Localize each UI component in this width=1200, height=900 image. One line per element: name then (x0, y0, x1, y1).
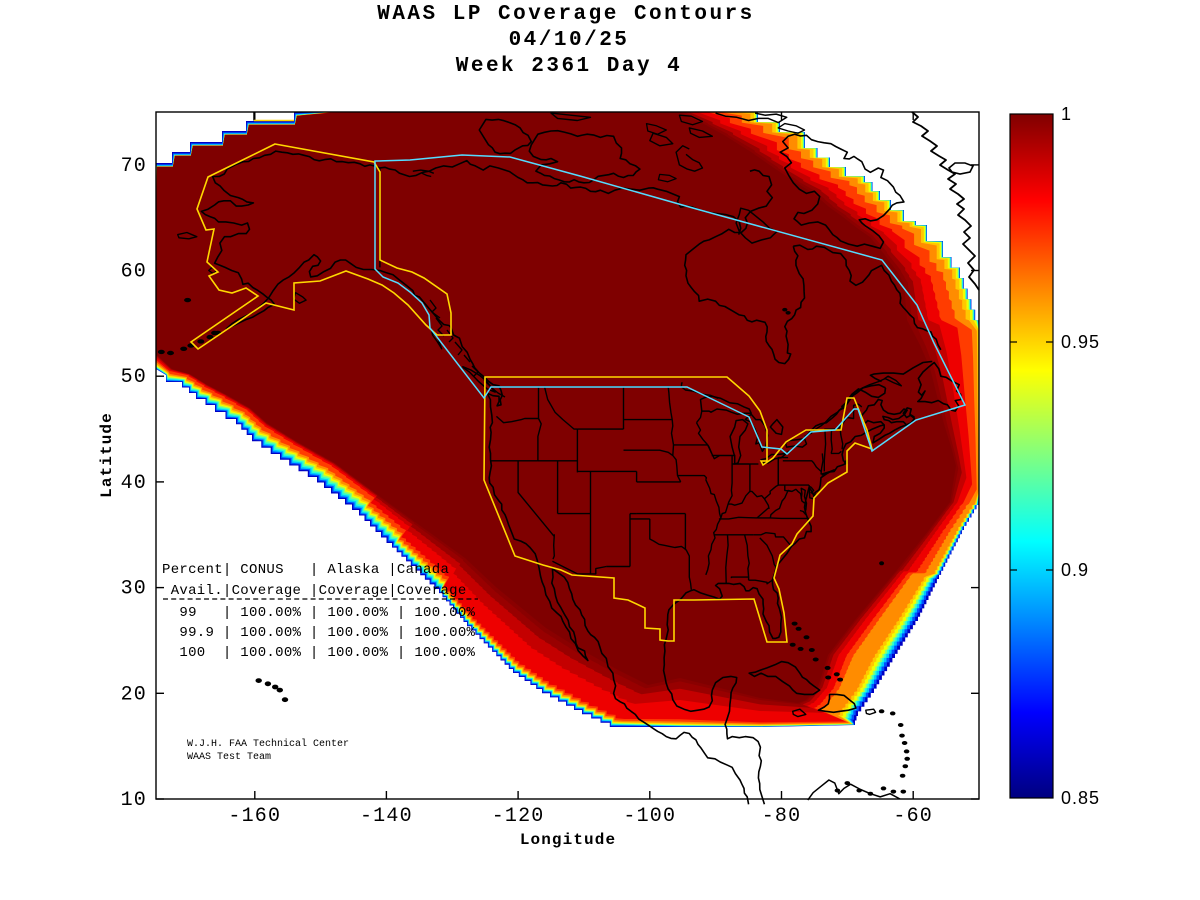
svg-text:04/10/25: 04/10/25 (509, 29, 630, 52)
svg-text:70: 70 (121, 155, 147, 178)
svg-text:-100: -100 (623, 805, 676, 828)
svg-text:-140: -140 (360, 805, 413, 828)
svg-text:10: 10 (121, 789, 147, 812)
svg-text:-120: -120 (492, 805, 545, 828)
svg-text:-80: -80 (762, 805, 802, 828)
svg-text:-160: -160 (228, 805, 281, 828)
svg-text:1: 1 (1061, 104, 1072, 124)
svg-text:0.95: 0.95 (1061, 332, 1100, 352)
svg-text:Avail.|Coverage |Coverage|Cove: Avail.|Coverage |Coverage|Coverage (162, 583, 467, 599)
svg-text:0.9: 0.9 (1061, 560, 1089, 580)
svg-text:30: 30 (121, 578, 147, 601)
svg-text:100 | 100.00% | 100.00% | 100: 100 | 100.00% | 100.00% | 100.00% (162, 645, 476, 661)
svg-text:99 | 100.00% | 100.00% | 100: 99 | 100.00% | 100.00% | 100.00% (162, 605, 476, 621)
svg-text:-60: -60 (893, 805, 933, 828)
svg-text:W.J.H. FAA Technical Center: W.J.H. FAA Technical Center (187, 738, 349, 750)
svg-text:Longitude: Longitude (520, 831, 616, 849)
svg-text:WAAS Test Team: WAAS Test Team (187, 752, 271, 763)
svg-text:60: 60 (121, 261, 147, 284)
svg-text:Latitude: Latitude (98, 412, 116, 498)
svg-text:Week 2361 Day 4: Week 2361 Day 4 (456, 55, 683, 78)
svg-text:Percent| CONUS | Alaska |Can: Percent| CONUS | Alaska |Canada (162, 562, 449, 578)
svg-text:50: 50 (121, 366, 147, 389)
svg-text:20: 20 (121, 683, 147, 706)
svg-text:99.9 | 100.00% | 100.00% | 100: 99.9 | 100.00% | 100.00% | 100.00% (162, 625, 476, 641)
svg-text:0.85: 0.85 (1061, 788, 1100, 808)
svg-text:40: 40 (121, 472, 147, 495)
svg-text:WAAS LP Coverage Contours: WAAS LP Coverage Contours (377, 3, 755, 26)
